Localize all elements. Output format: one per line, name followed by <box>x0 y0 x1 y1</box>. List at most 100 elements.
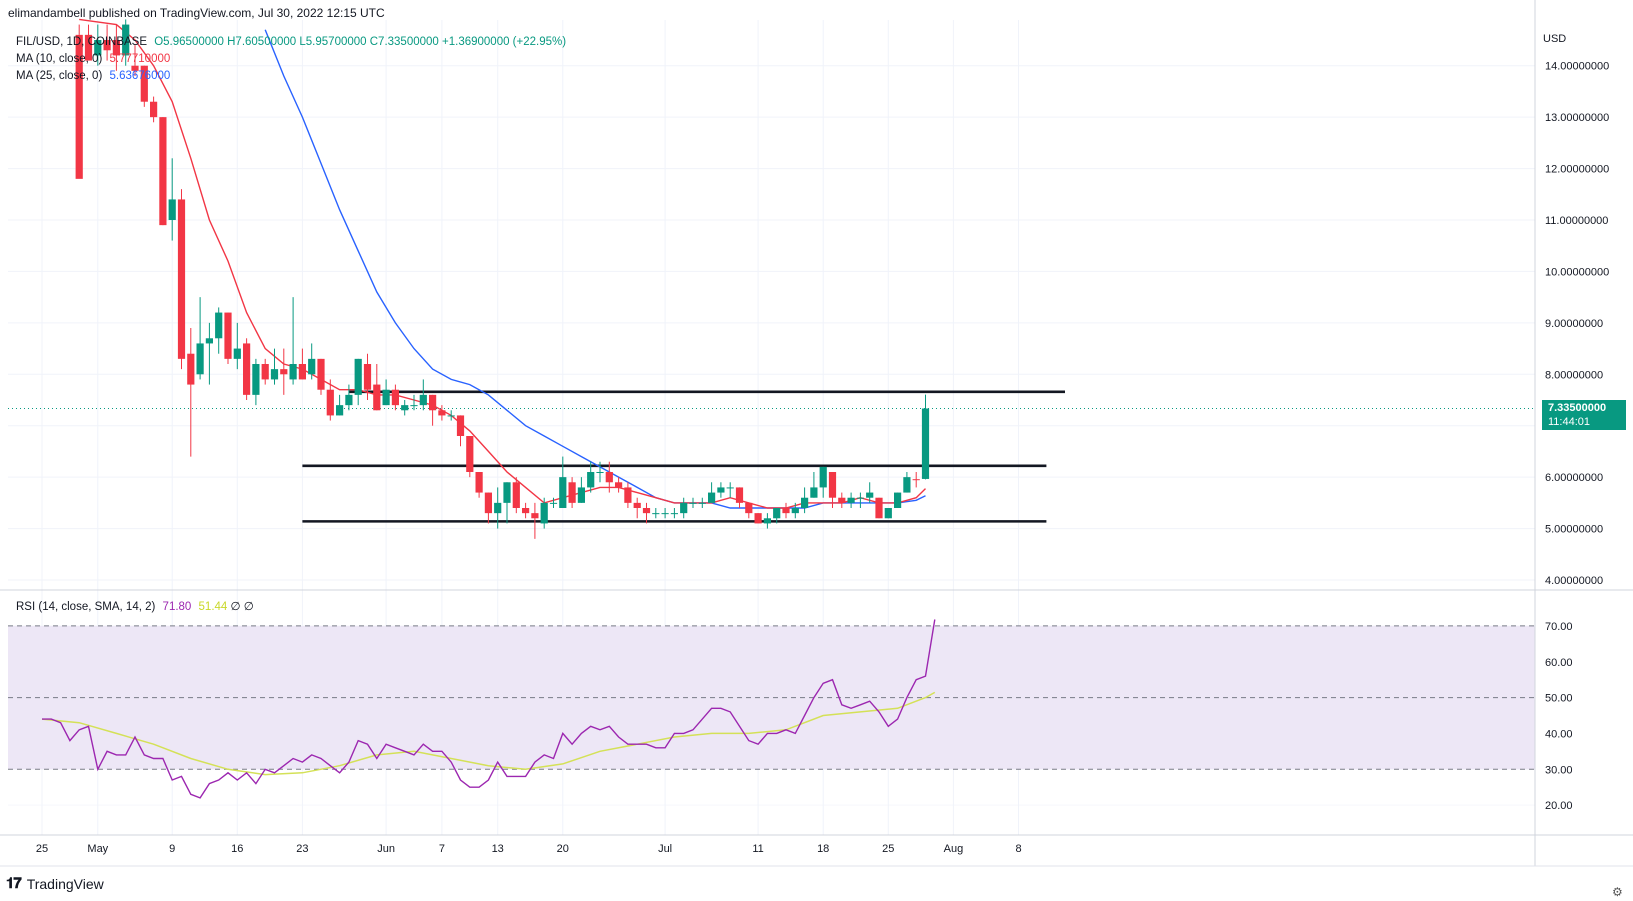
candle <box>856 492 864 508</box>
candle <box>894 492 902 508</box>
candle-body <box>549 502 558 504</box>
candle-body <box>410 405 418 407</box>
candle <box>549 497 558 508</box>
candle-body <box>373 384 381 411</box>
gear-icon[interactable]: ⚙ <box>1612 885 1623 899</box>
candle-body <box>856 497 864 499</box>
price-tick-label: 4.00000000 <box>1545 575 1603 587</box>
candle-body <box>466 436 474 472</box>
candle-body <box>122 24 130 56</box>
candle <box>233 322 241 370</box>
rsi-axis[interactable]: 20.00 30.00 40.00 50.00 60.00 70.00 <box>1545 621 1573 812</box>
price-tick-label: 14.00000000 <box>1545 61 1609 73</box>
candle <box>401 400 409 416</box>
candle-body <box>568 482 576 503</box>
candle <box>131 45 139 76</box>
candle <box>447 410 455 421</box>
candle <box>382 379 390 406</box>
ma10-label[interactable]: MA (10, close, 0) <box>16 53 103 65</box>
footer-branding[interactable]: 𝟏𝟕 TradingView <box>6 875 104 892</box>
candle-body <box>680 502 688 514</box>
candle-body <box>522 508 530 514</box>
candle-body <box>615 482 623 488</box>
price-axis[interactable]: 4.000000005.000000006.000000007.00000000… <box>1545 61 1609 587</box>
candle <box>726 482 734 498</box>
candle-body <box>587 472 595 488</box>
candle-body <box>215 312 223 339</box>
candle <box>689 497 697 508</box>
candle-body <box>484 492 492 514</box>
main-legend: FIL/USD, 1D, COINBASE O5.96500000 H7.605… <box>16 34 566 85</box>
candle <box>652 508 660 519</box>
candle <box>540 497 548 529</box>
candle-body <box>810 487 818 498</box>
candle <box>615 477 623 493</box>
ma10-line <box>79 18 926 509</box>
candle <box>782 502 790 519</box>
candle <box>205 322 213 385</box>
candle <box>531 502 539 539</box>
candle <box>196 297 204 380</box>
price-tick-label: 5.00000000 <box>1545 524 1603 536</box>
candle-body <box>708 492 716 503</box>
candle-body <box>103 40 111 51</box>
candle <box>75 24 83 179</box>
time-tick-label: 25 <box>36 843 48 855</box>
candle <box>289 297 297 385</box>
candle-body <box>866 492 874 498</box>
candle-body <box>773 508 781 519</box>
candle <box>484 492 492 524</box>
candle-body <box>298 364 306 380</box>
candle-body <box>847 497 855 503</box>
candle-body <box>717 487 725 493</box>
candle <box>512 477 520 514</box>
candle <box>224 312 232 364</box>
price-tick-label: 6.00000000 <box>1545 472 1603 484</box>
candle-body <box>512 482 520 508</box>
candle-body <box>875 497 883 519</box>
candle <box>363 353 372 400</box>
candle <box>866 482 874 503</box>
candle <box>522 502 530 519</box>
ohlc-change: +1.36900000 (+22.95%) <box>442 36 567 48</box>
footer-brand: TradingView <box>26 875 104 892</box>
candle <box>150 96 158 123</box>
candle <box>410 394 418 411</box>
candle <box>419 379 427 411</box>
candle-body <box>150 101 158 118</box>
candle <box>763 513 771 529</box>
candle <box>735 487 744 508</box>
candle-body <box>205 338 213 344</box>
candle <box>177 189 186 370</box>
candle <box>345 384 353 411</box>
candle-body <box>577 487 585 503</box>
candle <box>624 482 632 508</box>
rsi-label[interactable]: RSI (14, close, SMA, 14, 2) <box>16 601 156 613</box>
time-tick-label: 20 <box>557 843 569 855</box>
candle <box>912 472 920 488</box>
candle-body <box>624 487 632 503</box>
candle <box>103 24 111 61</box>
rsi-tick-label: 30.00 <box>1545 764 1573 776</box>
candle <box>391 384 399 411</box>
candlesticks <box>75 19 930 539</box>
last-price-badge: 7.33500000 11:44:01 <box>1542 400 1626 431</box>
candle <box>373 364 381 411</box>
candle <box>326 379 334 421</box>
price-tick-label: 12.00000000 <box>1545 164 1609 176</box>
candle-body <box>912 479 920 481</box>
symbol-label[interactable]: FIL/USD, 1D, COINBASE <box>16 36 148 48</box>
candle <box>577 477 585 503</box>
candle-body <box>243 343 251 395</box>
currency-label[interactable]: USD <box>1543 33 1567 45</box>
candle <box>884 508 892 519</box>
candle <box>587 461 595 493</box>
candle-body <box>159 117 167 226</box>
ma25-label[interactable]: MA (25, close, 0) <box>16 70 103 82</box>
candle-body <box>336 405 344 416</box>
time-axis[interactable]: 25 May 9 16 23 Jun 7 13 20 Jul 11 18 25 Aug 8 <box>36 843 1022 855</box>
ohlc-high: H7.60500000 <box>227 36 297 48</box>
time-tick-label: 11 <box>752 843 763 855</box>
tradingview-logo-icon: 𝟏𝟕 <box>6 875 22 892</box>
